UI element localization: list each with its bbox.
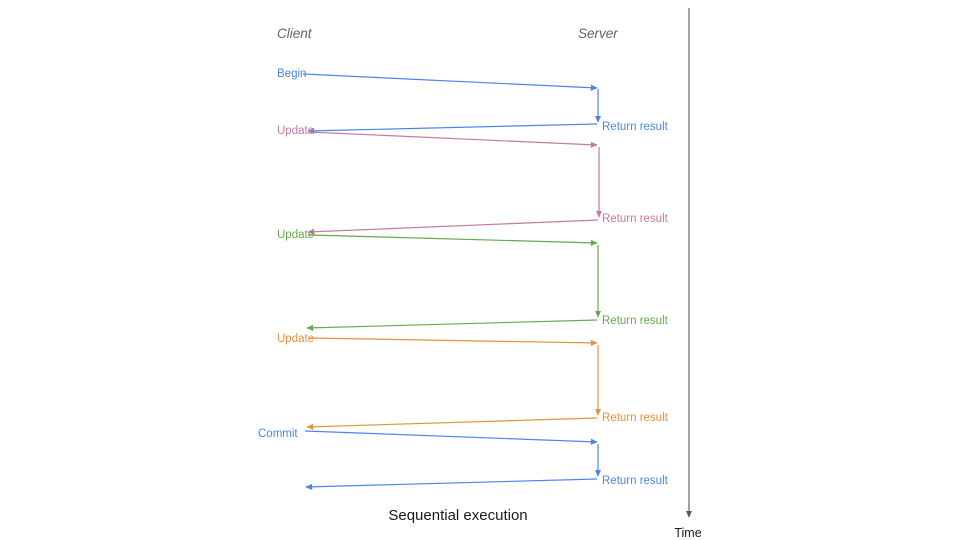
call-begin: Begin Return result: [277, 68, 669, 134]
call-label: Update: [277, 229, 314, 241]
server-lifeline-label: Server: [578, 26, 618, 41]
return-arrow: [306, 417, 598, 430]
call-update-3: Update Return result: [277, 333, 669, 430]
request-arrow: [309, 337, 598, 347]
request-arrow: [308, 234, 598, 246]
return-arrow: [307, 219, 599, 235]
return-result-label: Return result: [602, 213, 669, 225]
request-arrow: [307, 131, 598, 148]
call-label: Update: [277, 125, 314, 137]
return-result-label: Return result: [602, 315, 669, 327]
call-update-2: Update Return result: [277, 229, 669, 331]
call-commit: Commit Return result: [258, 428, 669, 490]
call-label: Commit: [258, 428, 298, 440]
request-arrow: [302, 73, 598, 91]
return-result-label: Return result: [602, 121, 669, 133]
diagram-title: Sequential execution: [388, 507, 527, 524]
call-update-1: Update Return result: [277, 125, 669, 235]
time-axis: Time: [674, 8, 702, 540]
return-result-label: Return result: [602, 412, 669, 424]
time-axis-label: Time: [674, 526, 701, 540]
call-label: Begin: [277, 68, 306, 80]
return-arrow: [306, 319, 598, 331]
return-arrow: [307, 123, 598, 134]
client-lifeline-label: Client: [277, 26, 313, 41]
call-label: Update: [277, 333, 314, 345]
request-arrow: [304, 430, 598, 445]
return-arrow: [305, 478, 598, 490]
return-result-label: Return result: [602, 475, 669, 487]
